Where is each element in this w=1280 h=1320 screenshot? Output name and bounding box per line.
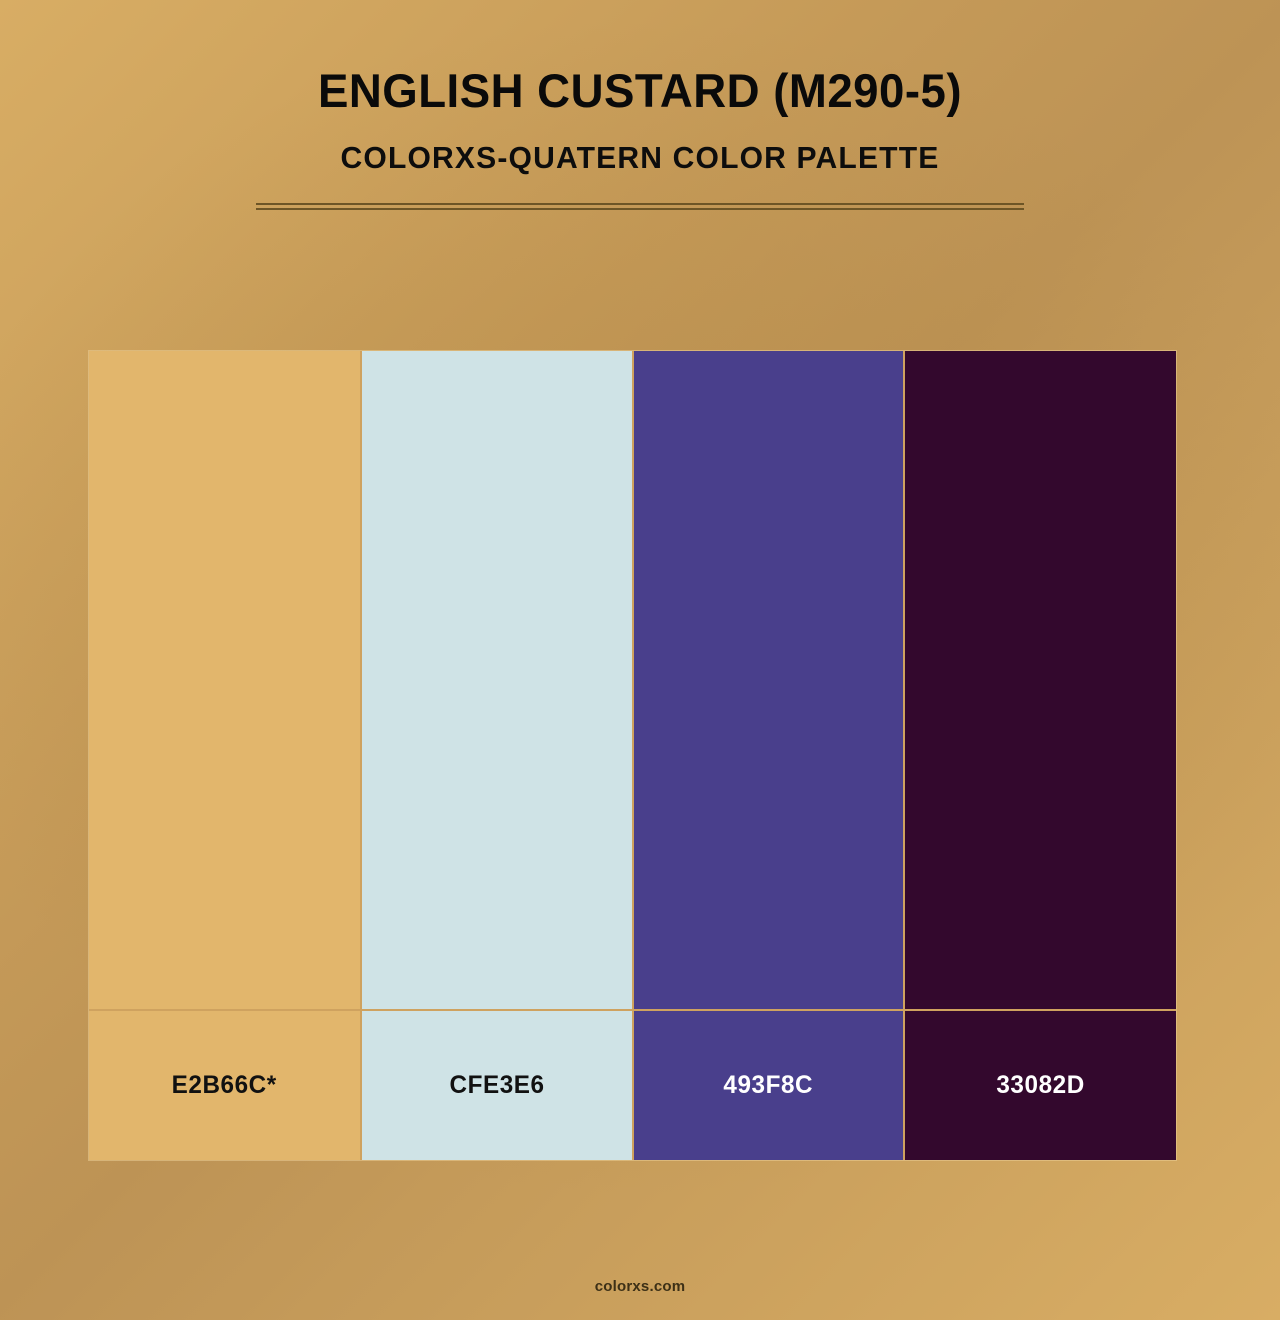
hex-code-2: CFE3E6	[449, 1071, 545, 1099]
color-swatch-1[interactable]	[89, 351, 360, 1009]
color-label-cell-2[interactable]: CFE3E6	[360, 1011, 632, 1160]
page-title: ENGLISH CUSTARD (M290-5)	[317, 64, 963, 117]
hex-code-1: E2B66C*	[171, 1071, 278, 1099]
page-subtitle: COLORXS-QUATERN COLOR PALETTE	[340, 139, 940, 175]
divider-line-top	[256, 203, 1024, 206]
color-label-cell-4[interactable]: 33082D	[903, 1011, 1176, 1160]
swatch-label-row: E2B66C* CFE3E6 493F8C 33082D	[89, 1009, 1176, 1160]
color-swatch-3[interactable]	[632, 351, 903, 1009]
hex-code-3: 493F8C	[723, 1071, 814, 1099]
color-swatch-4[interactable]	[903, 351, 1176, 1009]
hex-code-4: 33082D	[996, 1071, 1085, 1099]
color-palette: E2B66C* CFE3E6 493F8C 33082D	[89, 351, 1176, 1160]
color-swatch-2[interactable]	[360, 351, 632, 1009]
swatch-row	[89, 351, 1176, 1009]
color-label-cell-1[interactable]: E2B66C*	[89, 1011, 360, 1160]
divider-line-bottom	[256, 208, 1024, 211]
header-divider	[256, 203, 1024, 211]
color-label-cell-3[interactable]: 493F8C	[632, 1011, 903, 1160]
page-header: ENGLISH CUSTARD (M290-5) COLORXS-QUATERN…	[0, 0, 1280, 211]
footer-site-credit: colorxs.com	[594, 1278, 686, 1295]
